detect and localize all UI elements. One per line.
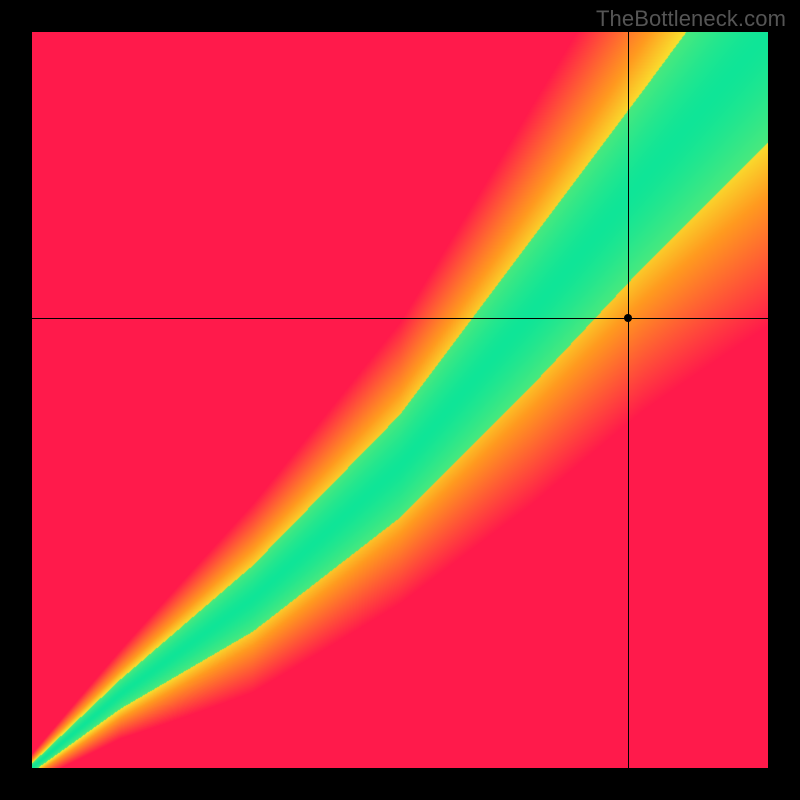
heatmap-canvas (32, 32, 768, 768)
crosshair-horizontal (32, 318, 768, 319)
crosshair-marker (624, 314, 632, 322)
crosshair-vertical (628, 32, 629, 768)
plot-area (32, 32, 768, 768)
attribution-text: TheBottleneck.com (596, 6, 786, 32)
chart-container: TheBottleneck.com (0, 0, 800, 800)
